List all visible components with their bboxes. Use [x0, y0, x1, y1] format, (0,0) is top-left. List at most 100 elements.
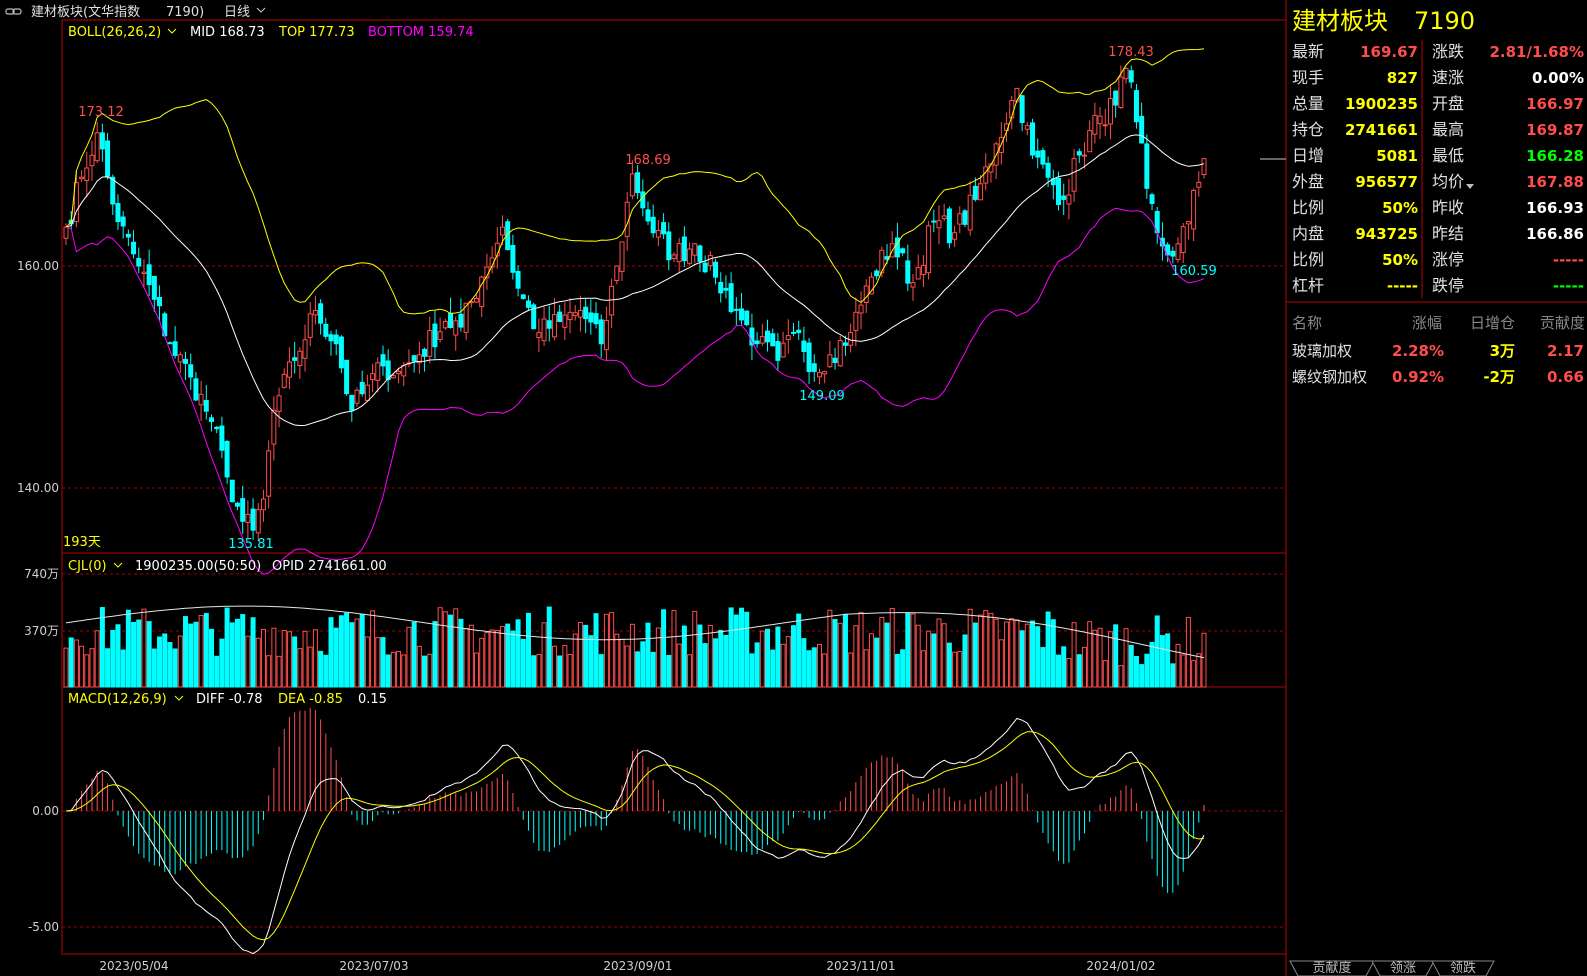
quote-value: 2.81/1.68%	[1489, 43, 1584, 61]
volume-bar	[577, 622, 583, 688]
macd-tick-label: -5.00	[28, 920, 59, 934]
candle-body	[853, 311, 859, 331]
quote-label: 最高	[1432, 120, 1464, 139]
candle-body	[790, 331, 796, 334]
tab-leading-up[interactable]	[1371, 960, 1435, 976]
date-tick-label: 2023/09/01	[603, 959, 672, 973]
volume-bar	[832, 619, 838, 688]
candle-body	[99, 132, 105, 150]
period-selector[interactable]: 日线	[224, 5, 250, 20]
chevron-down-icon[interactable]	[1466, 184, 1474, 189]
candle-body	[1123, 67, 1129, 80]
volume-bar	[733, 614, 739, 688]
candle-body	[780, 342, 786, 358]
candle-body	[863, 285, 869, 303]
volume-bar	[1019, 630, 1025, 688]
candle-body	[203, 399, 209, 412]
contrib-header-contrib[interactable]: 贡献度	[1540, 314, 1585, 332]
volume-bar	[1050, 619, 1056, 688]
candle-body	[359, 381, 365, 395]
candle-body	[125, 233, 131, 238]
volume-bar	[79, 645, 85, 688]
chevron-down-icon[interactable]	[167, 28, 177, 34]
quote-value: 166.93	[1526, 199, 1584, 217]
tab-label[interactable]: 贡献度	[1312, 960, 1351, 976]
volume-bar	[1196, 653, 1202, 688]
candle-body	[157, 297, 163, 307]
volume-bar	[1014, 619, 1020, 688]
volume-bar	[853, 625, 859, 688]
contrib-header-oi[interactable]: 日增仓	[1470, 314, 1515, 332]
tab-leading-down[interactable]	[1431, 960, 1495, 976]
tab-label[interactable]: 领涨	[1390, 961, 1416, 976]
cjl-label[interactable]: CJL(0)	[68, 559, 107, 574]
macd-dea: DEA -0.85	[278, 692, 343, 707]
chevron-down-icon[interactable]	[256, 7, 266, 13]
candle-body	[671, 254, 677, 259]
candle-body	[1159, 237, 1165, 247]
candle-body	[442, 321, 448, 329]
volume-bar	[1123, 628, 1129, 688]
volume-bar	[297, 648, 303, 688]
volume-bar	[177, 635, 183, 688]
candle-body	[702, 262, 708, 273]
candle-body	[172, 341, 178, 356]
candle-body	[972, 185, 978, 200]
macd-label[interactable]: MACD(12,26,9)	[68, 692, 167, 707]
volume-bar	[707, 625, 713, 688]
volume-bar	[770, 649, 776, 688]
quote-label: 涨停	[1432, 250, 1464, 269]
link-icon[interactable]	[5, 8, 22, 15]
candle-body	[1024, 125, 1030, 130]
candle-body	[79, 176, 85, 180]
volume-bar	[115, 624, 121, 688]
macd-tick-label: 0.00	[32, 804, 59, 818]
volume-bar	[915, 624, 921, 688]
candle-body	[276, 395, 282, 412]
volume-bar	[910, 613, 916, 688]
date-tick-label: 2023/07/03	[339, 959, 408, 973]
candle-body	[983, 166, 989, 184]
candle-body	[733, 308, 739, 311]
volume-bar	[811, 647, 817, 688]
volume-bar	[978, 614, 984, 688]
macd-diff-line	[65, 717, 1205, 955]
chevron-down-icon[interactable]	[174, 695, 184, 701]
tab-contribution[interactable]	[1289, 960, 1375, 976]
volume-bar	[848, 652, 854, 688]
contrib-header-change[interactable]: 涨幅	[1412, 314, 1442, 332]
candle-body	[505, 221, 511, 251]
price-tick-label: 140.00	[17, 481, 59, 495]
candle-body	[453, 320, 459, 336]
volume-bar	[583, 624, 589, 688]
volume-bar	[593, 613, 599, 688]
contrib-header-name[interactable]: 名称	[1292, 314, 1322, 332]
chevron-down-icon[interactable]	[113, 562, 123, 568]
candle-body	[603, 320, 609, 351]
bollinger-bands	[65, 48, 1205, 575]
volume-bar	[936, 618, 942, 688]
volume-bar	[525, 612, 531, 688]
candle-body	[1133, 90, 1139, 123]
quote-label: 外盘	[1292, 172, 1324, 191]
quote-label: 昨结	[1432, 224, 1464, 243]
volume-bar	[354, 618, 360, 688]
volume-bar	[302, 630, 308, 688]
volume-bar	[422, 655, 428, 688]
tab-label[interactable]: 领跌	[1450, 960, 1476, 976]
quote-label: 开盘	[1432, 94, 1464, 113]
candle-body	[1191, 189, 1197, 230]
contrib-oi: -2万	[1483, 368, 1515, 386]
volume-bar	[214, 655, 220, 688]
volume-bar	[650, 651, 656, 688]
candle-body	[131, 241, 137, 255]
boll-mid-line	[65, 134, 1205, 427]
boll-label[interactable]: BOLL(26,26,2)	[68, 25, 161, 40]
candle-body	[89, 154, 95, 167]
candle-body	[650, 216, 656, 234]
y-axis-labels: 160.00 140.00 740万 370万 0.00 -5.00	[17, 259, 59, 934]
volume-bar	[110, 629, 116, 688]
candle-body	[141, 271, 147, 275]
candle-body	[474, 297, 480, 303]
volume-bar	[416, 645, 422, 688]
